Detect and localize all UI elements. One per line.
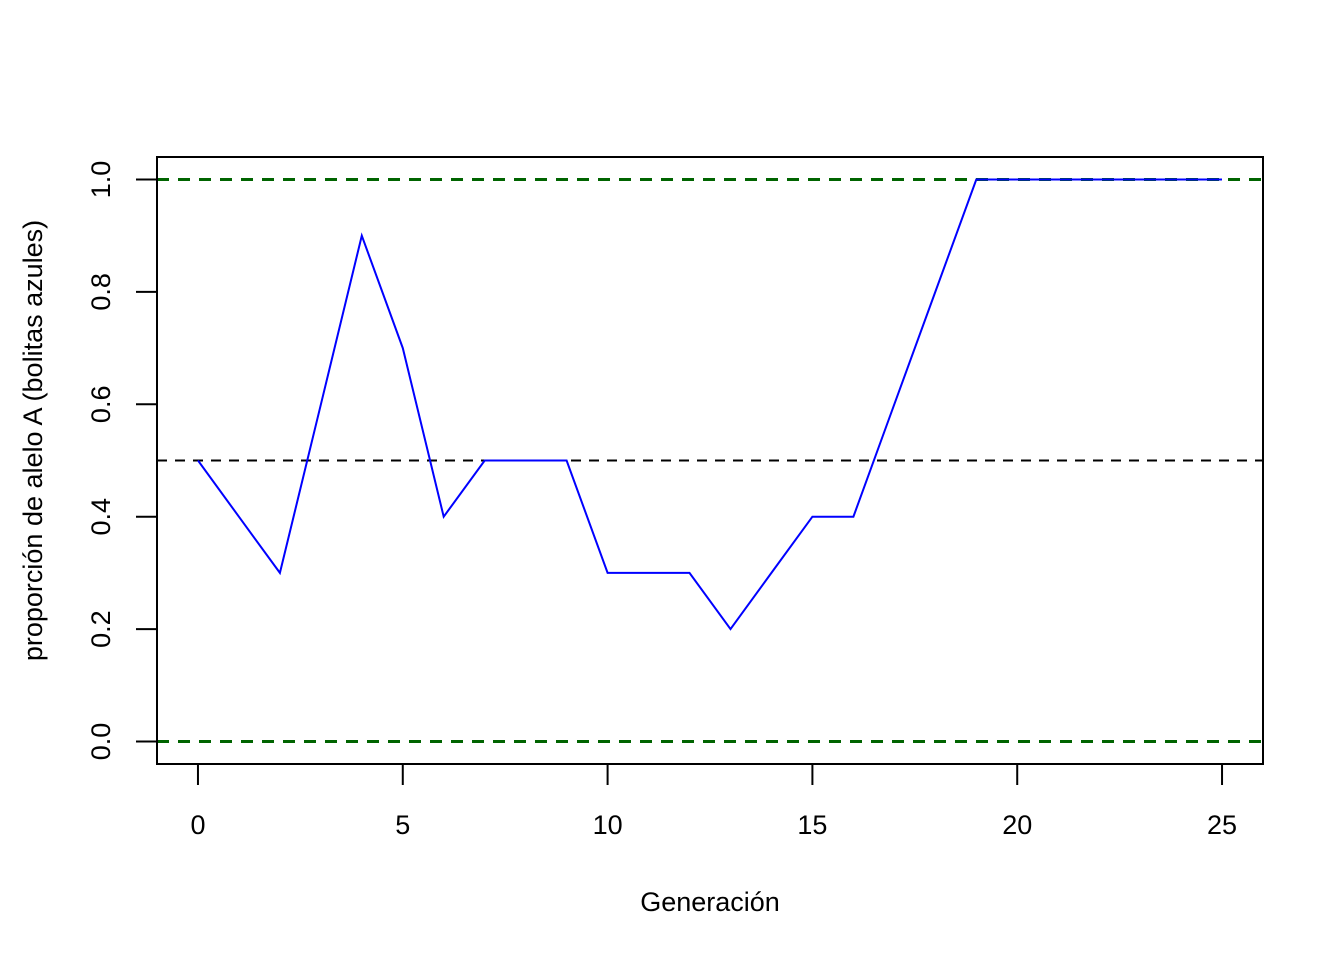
y-tick-label: 0.4 [86,498,116,536]
y-tick-label: 0.8 [86,273,116,311]
x-tick-label: 0 [190,810,205,840]
series-line-0 [197,178,1222,631]
x-tick-label: 15 [797,810,827,840]
x-axis-title: Generación [640,887,780,917]
series-layer [197,178,1222,631]
x-tick-label: 5 [395,810,410,840]
y-axis: 0.0 0.2 0.4 0.6 0.8 1.0 [86,161,158,761]
x-axis: 0 5 10 15 20 25 [190,763,1237,840]
y-tick-label: 1.0 [86,161,116,199]
x-tick-label: 25 [1207,810,1237,840]
x-tick-label: 10 [593,810,623,840]
y-tick-label: 0.0 [86,723,116,761]
y-tick-label: 0.6 [86,386,116,424]
y-axis-title: proporción de alelo A (bolitas azules) [18,220,48,661]
x-tick-label: 20 [1002,810,1032,840]
y-tick-label: 0.2 [86,610,116,648]
reference-lines [157,177,1263,744]
